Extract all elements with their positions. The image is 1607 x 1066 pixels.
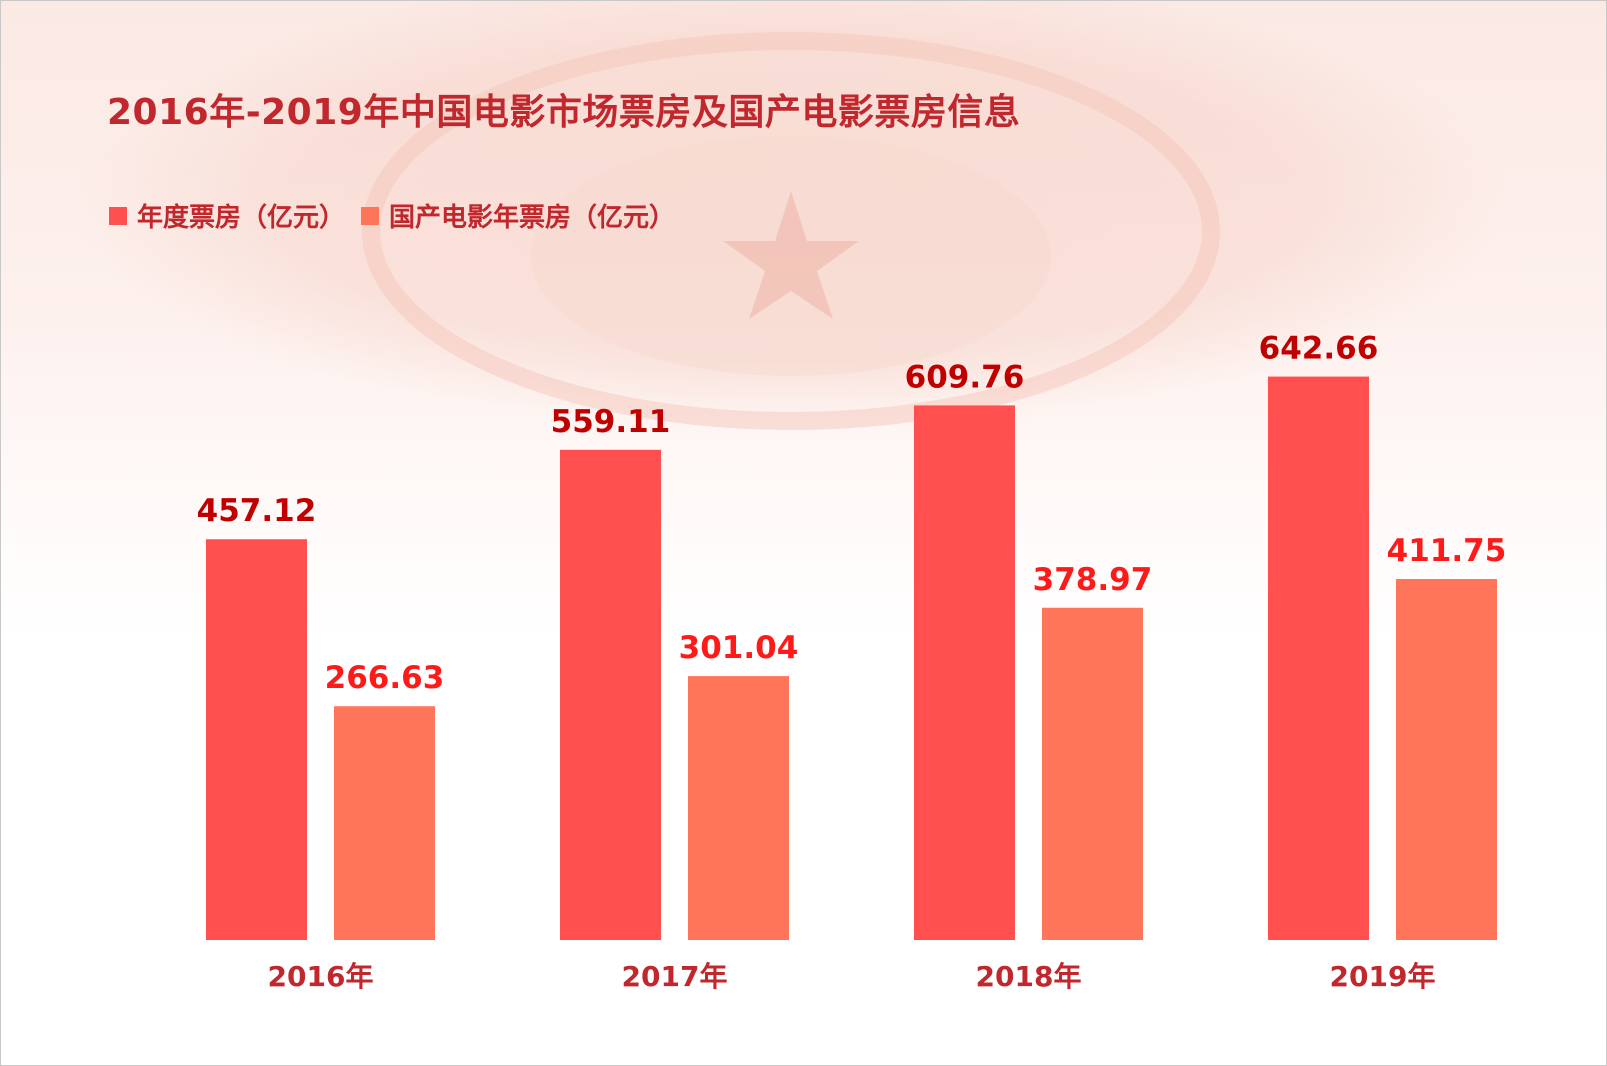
bar-series1-3 bbox=[1268, 376, 1369, 941]
category-label-1: 2017年 bbox=[622, 960, 728, 993]
bar-series2-2 bbox=[1042, 607, 1143, 940]
legend: 年度票房（亿元） 国产电影年票房（亿元） bbox=[109, 197, 691, 234]
chart-title: 2016年-2019年中国电影市场票房及国产电影票房信息 bbox=[107, 92, 1021, 133]
category-label-3: 2019年 bbox=[1330, 960, 1436, 993]
data-label-series2-0: 266.63 bbox=[325, 660, 445, 696]
data-label-series1-2: 609.76 bbox=[905, 359, 1025, 395]
legend-label-domestic: 国产电影年票房（亿元） bbox=[389, 203, 676, 233]
legend-swatch-domestic bbox=[361, 206, 380, 225]
bar-series1-1 bbox=[560, 449, 661, 940]
bar-series2-3 bbox=[1396, 579, 1497, 940]
data-label-series1-0: 457.12 bbox=[197, 493, 317, 529]
bar-series1-2 bbox=[914, 405, 1015, 940]
category-label-2: 2018年 bbox=[976, 960, 1082, 993]
data-label-series1-3: 642.66 bbox=[1259, 331, 1379, 367]
bar-series2-1 bbox=[688, 676, 789, 940]
data-label-series1-1: 559.11 bbox=[551, 404, 671, 440]
legend-item-domestic-box-office: 国产电影年票房（亿元） bbox=[361, 197, 675, 234]
data-label-series2-3: 411.75 bbox=[1387, 533, 1507, 569]
legend-swatch-annual bbox=[109, 206, 127, 225]
data-label-series2-1: 301.04 bbox=[679, 630, 799, 666]
bar-series1-0 bbox=[206, 539, 307, 940]
category-label-0: 2016年 bbox=[268, 960, 374, 993]
legend-label-annual: 年度票房（亿元） bbox=[137, 203, 346, 233]
legend-item-annual-box-office: 年度票房（亿元） bbox=[109, 197, 345, 234]
data-label-series2-2: 378.97 bbox=[1033, 562, 1153, 598]
bar-series2-0 bbox=[334, 706, 435, 940]
